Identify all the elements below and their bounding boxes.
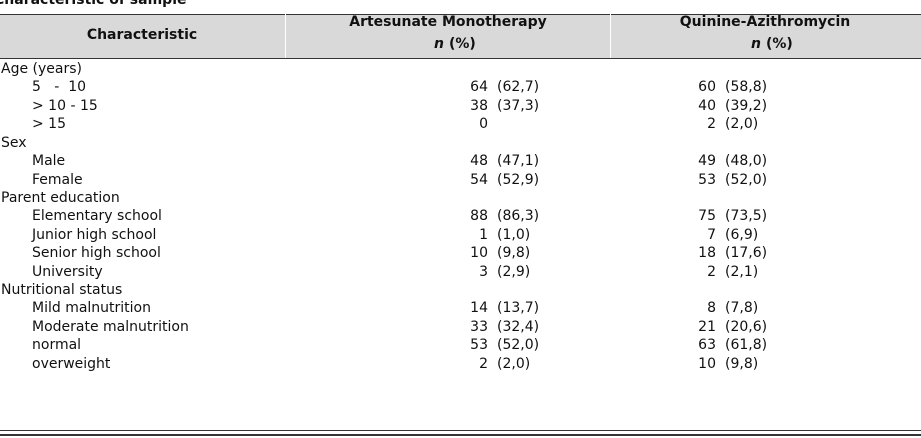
cell-pct: (73,5) bbox=[725, 208, 768, 225]
cell-pct: (62,7) bbox=[497, 79, 540, 96]
cell-pct: (61,8) bbox=[725, 337, 768, 354]
cell-pct: (39,2) bbox=[725, 97, 768, 114]
cell-pct: (9,8) bbox=[725, 355, 759, 372]
cell-pct: (2,9) bbox=[497, 263, 531, 280]
row-label: Male bbox=[32, 153, 66, 170]
cell-n: 21 bbox=[698, 318, 716, 335]
cell-n: 54 bbox=[470, 171, 488, 188]
row-label: Moderate malnutrition bbox=[32, 318, 189, 335]
row-label: > 15 bbox=[32, 116, 66, 133]
cell-n: 14 bbox=[470, 300, 488, 317]
group-label: Age (years) bbox=[1, 61, 82, 77]
cell-n: 53 bbox=[470, 337, 488, 354]
rule bbox=[0, 58, 921, 59]
cell-n: 8 bbox=[707, 300, 716, 317]
row-label: > 10 - 15 bbox=[32, 97, 98, 114]
cell-pct: (2,0) bbox=[497, 355, 531, 372]
column-subheader: n bbox=[751, 36, 761, 52]
cell-n: 0 bbox=[479, 116, 488, 133]
cell-pct: (37,3) bbox=[497, 97, 540, 114]
cell-pct: (86,3) bbox=[497, 208, 540, 225]
cell-n: 60 bbox=[698, 79, 716, 96]
group-label: Parent education bbox=[1, 189, 120, 206]
cell-n: 2 bbox=[479, 355, 488, 372]
cell-n: 10 bbox=[470, 245, 488, 262]
column-subheader: (%) bbox=[766, 36, 793, 52]
cell-pct: (1,0) bbox=[497, 226, 531, 243]
cell-pct: (58,8) bbox=[725, 79, 768, 96]
header-background bbox=[0, 14, 921, 58]
caption: Characteristic of sample bbox=[0, 0, 187, 8]
cell-pct: (13,7) bbox=[497, 300, 540, 317]
cell-pct: (2,1) bbox=[725, 263, 759, 280]
cell-pct: (9,8) bbox=[497, 245, 531, 262]
row-label: University bbox=[32, 263, 103, 280]
cell-n: 49 bbox=[698, 153, 716, 170]
rule bbox=[0, 14, 921, 15]
cell-pct: (20,6) bbox=[725, 318, 768, 335]
cell-pct: (48,0) bbox=[725, 153, 768, 170]
divider bbox=[285, 14, 286, 58]
row-label: Mild malnutrition bbox=[32, 300, 151, 317]
cell-n: 48 bbox=[470, 153, 488, 170]
column-subheader: (%) bbox=[449, 36, 476, 52]
cell-n: 38 bbox=[470, 97, 488, 114]
divider bbox=[610, 14, 611, 58]
cell-n: 64 bbox=[470, 79, 488, 96]
cell-n: 63 bbox=[698, 337, 716, 354]
row-label: Senior high school bbox=[32, 245, 161, 262]
cell-pct: (2,0) bbox=[725, 116, 759, 133]
cell-pct: (47,1) bbox=[497, 153, 540, 170]
cell-n: 33 bbox=[470, 318, 488, 335]
cell-pct: (32,4) bbox=[497, 318, 540, 335]
cell-n: 10 bbox=[698, 355, 716, 372]
cell-pct: (17,6) bbox=[725, 245, 768, 262]
column-header: Artesunate Monotherapy bbox=[349, 14, 547, 30]
group-label: Sex bbox=[1, 134, 27, 151]
row-label: 5 - 10 bbox=[32, 79, 87, 96]
cell-pct: (7,8) bbox=[725, 300, 759, 317]
row-label: Elementary school bbox=[32, 208, 162, 225]
column-subheader: n bbox=[434, 36, 444, 52]
column-header: Quinine-Azithromycin bbox=[679, 14, 851, 30]
cell-pct: (52,9) bbox=[497, 171, 540, 188]
cell-n: 2 bbox=[707, 116, 716, 133]
cell-pct: (52,0) bbox=[725, 171, 768, 188]
cell-pct: (6,9) bbox=[725, 226, 759, 243]
row-label: Female bbox=[32, 171, 83, 188]
row-label: normal bbox=[32, 337, 82, 354]
cell-n: 2 bbox=[707, 263, 716, 280]
row-label: overweight bbox=[32, 355, 111, 372]
cell-n: 7 bbox=[707, 226, 716, 243]
cell-n: 75 bbox=[698, 208, 716, 225]
cell-n: 1 bbox=[479, 226, 488, 243]
cell-n: 40 bbox=[698, 97, 716, 114]
cell-n: 18 bbox=[698, 245, 716, 262]
rule bbox=[0, 434, 921, 436]
cell-n: 3 bbox=[479, 263, 488, 280]
column-header: Characteristic bbox=[86, 27, 198, 43]
rule bbox=[0, 430, 921, 431]
cell-pct: (52,0) bbox=[497, 337, 540, 354]
cell-n: 88 bbox=[470, 208, 488, 225]
group-label: Nutritional status bbox=[1, 282, 123, 299]
cell-n: 53 bbox=[698, 171, 716, 188]
row-label: Junior high school bbox=[32, 226, 157, 243]
